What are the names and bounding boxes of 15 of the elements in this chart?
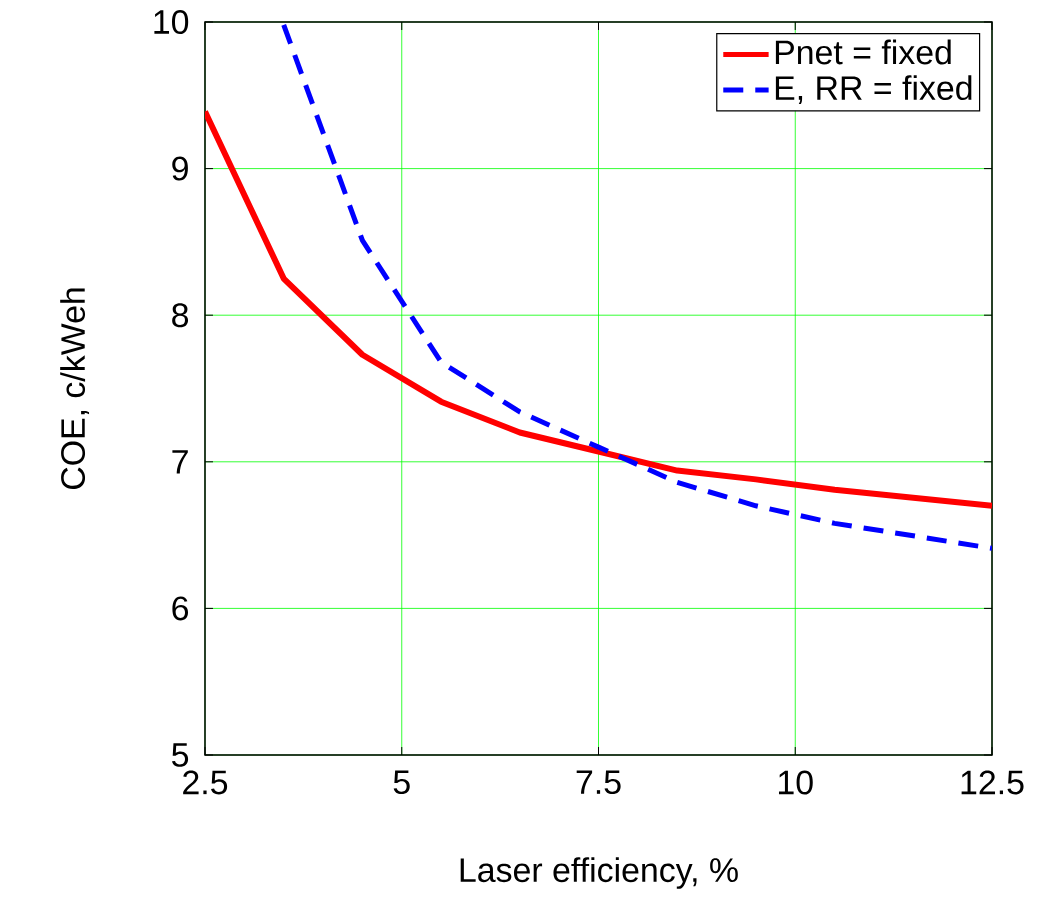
x-tick-label: 7.5 [576,770,621,795]
y-tick-label: 7 [172,450,188,474]
x-tick-label: 12.5 [961,770,1024,795]
x-tick-label: 10 [778,770,813,795]
y-tick-label: 9 [172,156,188,181]
y-axis-title: COE, c/kWeh [60,288,90,490]
y-tick-label: 6 [172,596,189,621]
x-tick-label: 2.5 [183,770,228,795]
y-tick-label: 8 [172,303,189,328]
legend-label: Pnet = fixed [775,39,951,65]
legend-label: E, RR = fixed [775,75,972,105]
y-tick-label: 5 [172,743,189,767]
x-tick-label: 5 [393,770,410,795]
y-tick-label: 10 [154,10,189,34]
x-axis-title: Laser efficiency, % [460,857,738,889]
